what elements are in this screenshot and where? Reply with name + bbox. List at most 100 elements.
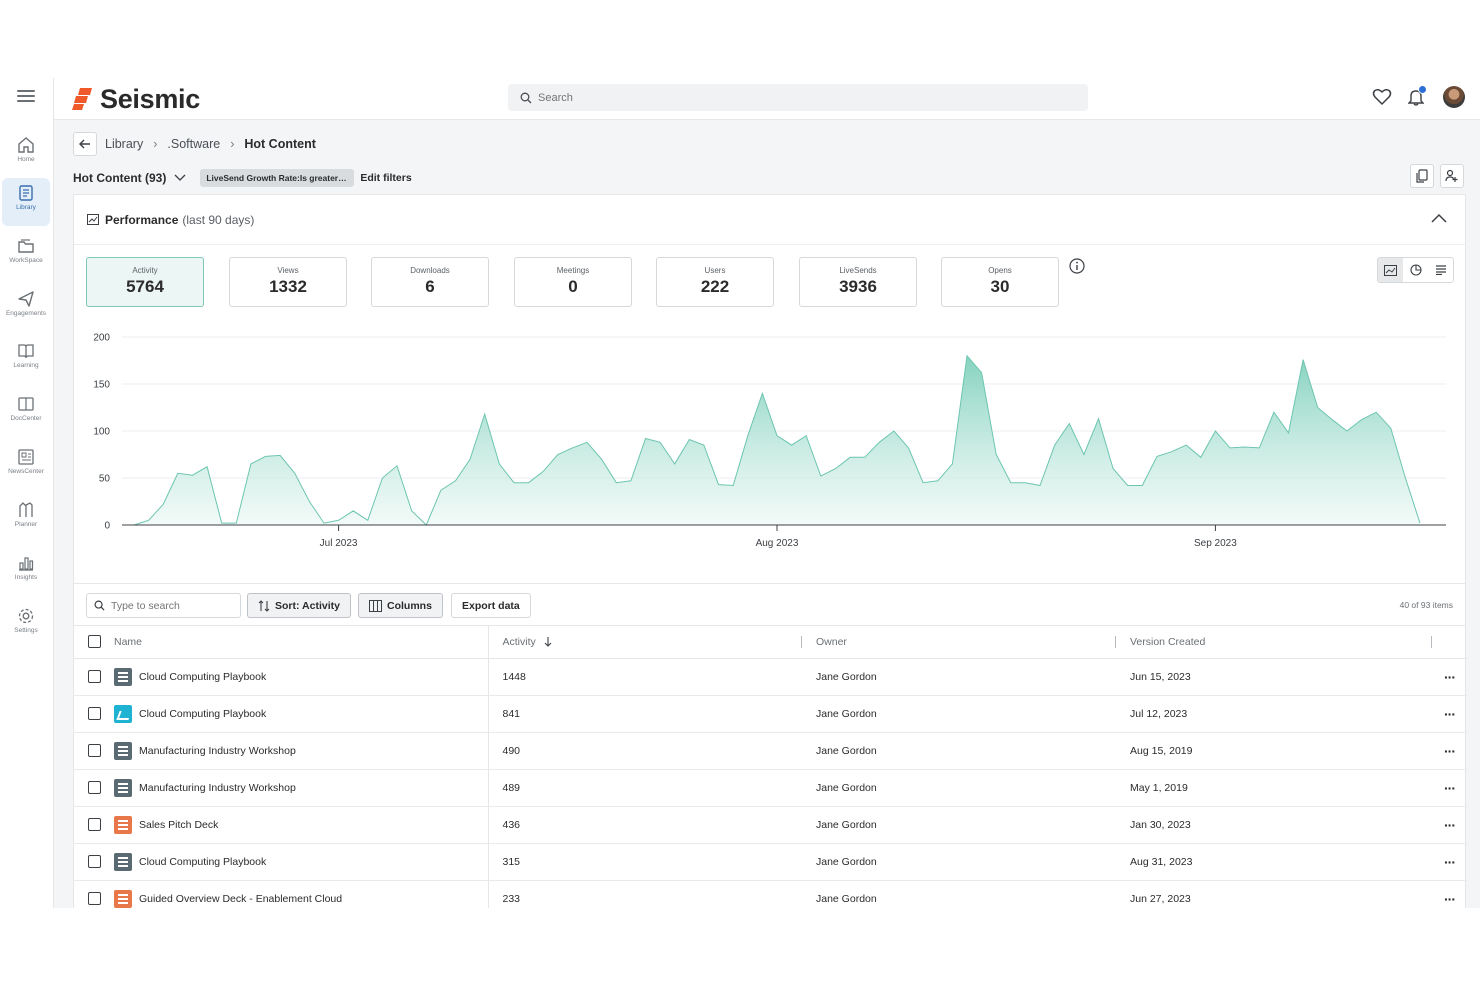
- metric-value: 30: [990, 277, 1010, 296]
- info-icon[interactable]: [1069, 258, 1085, 274]
- breadcrumb-library[interactable]: Library: [105, 137, 144, 151]
- content-name[interactable]: Manufacturing Industry Workshop: [139, 744, 296, 757]
- export-label: Export data: [462, 599, 520, 612]
- table-view-button[interactable]: [1428, 258, 1453, 282]
- table-search-input[interactable]: [111, 599, 231, 612]
- metric-views[interactable]: Views 1332: [229, 257, 347, 307]
- arrow-down-icon: [544, 636, 552, 647]
- row-more-actions-icon[interactable]: ···: [1432, 769, 1467, 807]
- line-view-button[interactable]: [1378, 258, 1403, 282]
- performance-subtitle: (last 90 days): [182, 212, 255, 227]
- metric-livesends[interactable]: LiveSends 3936: [799, 257, 917, 307]
- row-more-actions-icon[interactable]: ···: [1432, 880, 1467, 908]
- name-cell[interactable]: Cloud Computing Playbook: [114, 695, 489, 733]
- select-all-cell: [74, 626, 114, 659]
- bell-icon: [1407, 90, 1425, 106]
- name-cell[interactable]: Guided Overview Deck - Enablement Cloud: [114, 880, 489, 908]
- col-header-activity-label: Activity: [502, 635, 536, 648]
- user-avatar[interactable]: [1443, 86, 1465, 108]
- metric-meetings[interactable]: Meetings 0: [514, 257, 632, 307]
- row-more-actions-icon[interactable]: ···: [1432, 658, 1467, 696]
- columns-button[interactable]: Columns: [358, 593, 443, 618]
- back-button[interactable]: [73, 132, 97, 156]
- row-checkbox[interactable]: [88, 707, 101, 720]
- row-checkbox[interactable]: [88, 892, 101, 905]
- favorites-heart-icon[interactable]: [1372, 88, 1392, 106]
- copy-button[interactable]: [1410, 164, 1434, 188]
- edit-filters-link[interactable]: Edit filters: [360, 172, 412, 184]
- content-name[interactable]: Sales Pitch Deck: [139, 818, 219, 831]
- row-more-actions-icon[interactable]: ···: [1432, 843, 1467, 881]
- column-divider[interactable]: [1115, 636, 1116, 648]
- table-row[interactable]: Sales Pitch Deck 436 Jane Gordon Jan 30, 20…: [74, 806, 1467, 844]
- col-header-version[interactable]: Version Created: [1116, 626, 1432, 659]
- table-row[interactable]: Cloud Computing Playbook 841 Jane Gordon Ju…: [74, 695, 1467, 733]
- name-cell[interactable]: Sales Pitch Deck: [114, 806, 489, 844]
- row-checkbox[interactable]: [88, 670, 101, 683]
- name-cell[interactable]: Manufacturing Industry Workshop: [114, 732, 489, 770]
- row-checkbox[interactable]: [88, 855, 101, 868]
- row-more-actions-icon[interactable]: ···: [1432, 732, 1467, 770]
- name-cell[interactable]: Manufacturing Industry Workshop: [114, 769, 489, 807]
- hamburger-menu-icon[interactable]: [17, 90, 35, 104]
- table-row[interactable]: Cloud Computing Playbook 1448 Jane Gordon J…: [74, 658, 1467, 696]
- metric-activity[interactable]: Activity 5764: [86, 257, 204, 307]
- nav-insights[interactable]: Insights: [2, 548, 50, 596]
- table-search[interactable]: [86, 593, 241, 618]
- col-header-owner[interactable]: Owner: [802, 626, 1116, 659]
- copy-icon: [1416, 169, 1428, 183]
- name-cell[interactable]: Cloud Computing Playbook: [114, 658, 489, 696]
- nav-doccenter[interactable]: DocCenter: [2, 389, 50, 437]
- global-search[interactable]: [508, 84, 1088, 111]
- content-name[interactable]: Cloud Computing Playbook: [139, 707, 267, 720]
- chevron-down-icon[interactable]: [174, 174, 186, 182]
- sort-button[interactable]: Sort: Activity: [247, 593, 351, 618]
- col-header-activity[interactable]: Activity: [488, 626, 802, 659]
- global-search-input[interactable]: [538, 91, 1038, 104]
- table-row[interactable]: Cloud Computing Playbook 315 Jane Gordon Au…: [74, 843, 1467, 881]
- share-user-button[interactable]: [1440, 164, 1464, 188]
- nav-learning[interactable]: Learning: [2, 336, 50, 384]
- metric-opens[interactable]: Opens 30: [941, 257, 1059, 307]
- row-checkbox[interactable]: [88, 818, 101, 831]
- row-checkbox[interactable]: [88, 781, 101, 794]
- brand-logo[interactable]: Seismic: [72, 82, 200, 116]
- metric-downloads[interactable]: Downloads 6: [371, 257, 489, 307]
- notifications-button[interactable]: [1407, 85, 1427, 106]
- pie-view-button[interactable]: [1403, 258, 1428, 282]
- nav-workspace[interactable]: WorkSpace: [2, 231, 50, 279]
- nav-newscenter[interactable]: NewsCenter: [2, 442, 50, 490]
- app-window: Home Library WorkSpace Engagements Learn…: [0, 78, 1480, 908]
- table-toolbar: Sort: Activity Columns Export data 40 of…: [74, 584, 1465, 626]
- nav-engagements[interactable]: Engagements: [2, 284, 50, 332]
- table-row[interactable]: Manufacturing Industry Workshop 489 Jane G…: [74, 769, 1467, 807]
- content-name[interactable]: Cloud Computing Playbook: [139, 855, 267, 868]
- nav-planner[interactable]: Planner: [2, 495, 50, 543]
- column-divider[interactable]: [801, 636, 802, 648]
- select-all-checkbox[interactable]: [88, 635, 101, 649]
- filter-chip[interactable]: LiveSend Growth Rate:Is greater t...: [200, 169, 355, 187]
- search-icon: [520, 92, 532, 103]
- content-name[interactable]: Manufacturing Industry Workshop: [139, 781, 296, 794]
- row-checkbox[interactable]: [88, 744, 101, 757]
- nav-settings[interactable]: Settings: [2, 601, 50, 649]
- name-cell[interactable]: Cloud Computing Playbook: [114, 843, 489, 881]
- metric-users[interactable]: Users 222: [656, 257, 774, 307]
- x-tick-label: Jul 2023: [320, 538, 358, 549]
- row-more-actions-icon[interactable]: ···: [1432, 695, 1467, 733]
- hot-content-title: Hot Content (93): [73, 171, 167, 185]
- breadcrumb-software[interactable]: .Software: [167, 137, 221, 151]
- export-data-button[interactable]: Export data: [451, 593, 531, 618]
- col-header-name[interactable]: Name: [114, 626, 489, 659]
- nav-library[interactable]: Library: [2, 178, 50, 226]
- chevron-up-icon[interactable]: [1431, 213, 1447, 223]
- content-name[interactable]: Cloud Computing Playbook: [139, 670, 267, 683]
- nav-home[interactable]: Home: [2, 130, 50, 178]
- content-name[interactable]: Guided Overview Deck - Enablement Cloud: [139, 892, 343, 905]
- table-row[interactable]: Manufacturing Industry Workshop 490 Jane G…: [74, 732, 1467, 770]
- owner-cell: Jane Gordon: [802, 732, 1116, 770]
- table-row[interactable]: Guided Overview Deck - Enablement Cloud 2…: [74, 880, 1467, 908]
- column-divider[interactable]: [1431, 636, 1432, 648]
- row-more-actions-icon[interactable]: ···: [1432, 806, 1467, 844]
- version-cell: Jul 12, 2023: [1116, 695, 1432, 733]
